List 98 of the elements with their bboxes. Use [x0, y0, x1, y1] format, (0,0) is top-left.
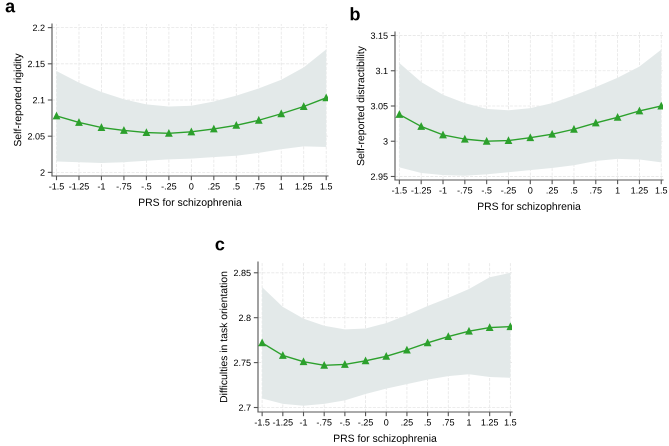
- x-tick-label: -1: [300, 419, 308, 426]
- y-tick-label: 2: [40, 169, 45, 176]
- x-axis-title: PRS for schizophrenia: [478, 202, 581, 212]
- point: [483, 138, 490, 145]
- x-tick-label: .5: [233, 183, 240, 190]
- x-tick-label: .25: [208, 183, 220, 190]
- point: [320, 362, 328, 369]
- y-tick-label: 3: [383, 138, 388, 145]
- point: [444, 333, 452, 340]
- y-tick-label: 3.1: [376, 68, 388, 74]
- point: [614, 114, 622, 121]
- x-tick-label: 0: [384, 419, 388, 426]
- y-tick-label: 2.95: [370, 173, 388, 180]
- point: [142, 129, 150, 136]
- x-tick-label: -1.25: [69, 183, 89, 190]
- point: [188, 128, 195, 136]
- x-tick-label: .75: [442, 419, 454, 426]
- point: [570, 126, 578, 133]
- chart-title: c: [216, 240, 224, 250]
- point: [362, 357, 370, 364]
- y-tick-label: 3.05: [370, 102, 388, 110]
- y-tick-label: 2.2: [32, 24, 45, 31]
- x-tick-label: 0: [189, 183, 194, 190]
- point: [403, 346, 410, 354]
- point: [396, 110, 403, 118]
- point: [210, 125, 218, 132]
- x-tick-label: -1: [98, 183, 106, 190]
- x-tick-label: -1.5: [254, 419, 270, 426]
- x-tick-label: -.25: [161, 183, 176, 190]
- y-tick-label: 2.05: [28, 133, 45, 140]
- point: [258, 339, 266, 346]
- point: [255, 116, 262, 124]
- x-tick-label: -.75: [316, 419, 332, 426]
- y-axis-title: Self-reported distractibility: [356, 46, 366, 166]
- x-tick-label: -1.5: [49, 183, 64, 190]
- x-tick-label: 1.25: [296, 183, 312, 190]
- point: [165, 130, 172, 137]
- x-tick-label: 1.5: [320, 183, 332, 190]
- y-tick-label: 2.8: [238, 314, 251, 322]
- x-tick-label: 1.5: [504, 419, 516, 426]
- x-tick-label: 1.25: [631, 187, 648, 194]
- y-tick-label: 2.1: [32, 96, 45, 104]
- point: [53, 112, 60, 120]
- x-tick-label: -.75: [116, 183, 132, 190]
- point: [418, 122, 425, 130]
- x-tick-label: .5: [424, 419, 431, 426]
- x-tick-label: -.5: [142, 183, 152, 190]
- point: [300, 103, 308, 110]
- point: [486, 324, 494, 332]
- point: [98, 124, 105, 131]
- point: [440, 131, 446, 138]
- y-tick-label: 2.15: [28, 60, 45, 68]
- x-tick-label: -1.5: [392, 187, 407, 194]
- x-tick-label: .5: [571, 187, 578, 194]
- y-tick-label: 2.85: [234, 270, 251, 276]
- x-tick-label: .75: [590, 187, 602, 194]
- point: [505, 137, 512, 144]
- point: [278, 110, 285, 118]
- point: [592, 119, 600, 126]
- x-tick-label: .25: [546, 187, 558, 194]
- point: [466, 328, 472, 335]
- point: [279, 352, 286, 359]
- x-tick-label: 1.5: [656, 187, 668, 194]
- x-tick-label: 1: [467, 419, 472, 426]
- y-tick-label: 3.15: [370, 32, 388, 39]
- x-tick-label: 1.25: [482, 419, 498, 426]
- x-tick-label: -.25: [501, 187, 516, 194]
- x-tick-label: -1.25: [411, 187, 432, 194]
- point: [526, 134, 534, 142]
- point: [461, 136, 468, 143]
- point: [424, 339, 432, 346]
- x-tick-label: .25: [401, 419, 413, 426]
- x-axis-title: PRS for schizophrenia: [139, 198, 242, 208]
- y-axis-title: Self-reported rigidity: [14, 53, 24, 146]
- point: [548, 130, 556, 138]
- point: [341, 360, 348, 368]
- x-axis-title: PRS for schizophrenia: [334, 434, 437, 444]
- y-tick-label: 2.75: [234, 360, 251, 366]
- point: [300, 358, 307, 366]
- chart-title: a: [6, 2, 16, 12]
- x-tick-label: -1: [439, 187, 447, 194]
- point: [76, 118, 82, 126]
- x-tick-label: -.5: [340, 419, 350, 426]
- x-tick-label: .75: [253, 183, 265, 190]
- x-tick-label: 0: [528, 187, 532, 194]
- x-tick-label: -1.25: [272, 419, 293, 426]
- point: [120, 126, 128, 134]
- y-tick-label: 2.7: [238, 404, 251, 411]
- x-tick-label: 1: [616, 187, 620, 194]
- x-tick-label: 1: [279, 183, 284, 190]
- x-tick-label: -.5: [482, 187, 492, 194]
- x-tick-label: -.25: [358, 419, 373, 426]
- point: [382, 352, 390, 360]
- point: [232, 122, 240, 129]
- chart-title: b: [350, 7, 360, 20]
- point: [636, 107, 643, 114]
- x-tick-label: -.75: [457, 187, 472, 194]
- y-axis-title: Difficulties in task orientation: [220, 272, 228, 402]
